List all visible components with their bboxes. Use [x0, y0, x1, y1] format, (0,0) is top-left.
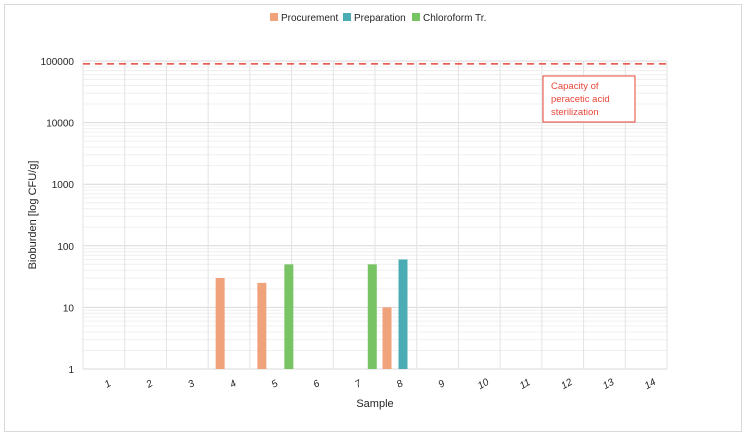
x-tick-label: 11 — [518, 377, 532, 392]
legend-swatch — [412, 13, 420, 21]
capacity-annotation: Capacity of peracetic acid sterilization — [542, 75, 636, 123]
annotation-box — [542, 75, 636, 123]
bar — [284, 264, 294, 369]
bars — [215, 259, 408, 369]
bar — [367, 264, 377, 369]
x-tick-label: 6 — [312, 378, 323, 391]
y-tick-label: 100 — [57, 242, 74, 253]
legend-swatch — [270, 13, 278, 21]
legend-label: Procurement — [281, 13, 338, 24]
x-tick-label: 9 — [437, 378, 448, 391]
bar — [215, 278, 225, 369]
x-tick-label: 2 — [144, 378, 156, 391]
x-tick-label: 7 — [353, 378, 364, 391]
y-tick-label: 100000 — [41, 57, 75, 68]
y-tick-label: 10 — [63, 303, 75, 314]
x-axis-label: Sample — [356, 398, 393, 410]
y-axis-label: Bioburden [log CFU/g] — [27, 161, 39, 270]
x-tick-label: 8 — [395, 378, 406, 391]
x-tick-label: 4 — [228, 378, 239, 391]
x-tick-label: 14 — [643, 377, 659, 392]
annotation-text-line: peracetic acid — [551, 94, 610, 105]
x-tick-label: 12 — [559, 377, 575, 392]
bar — [398, 259, 408, 369]
y-tick-label: 1000 — [52, 180, 75, 191]
y-tick-labels: 1 10 100 1000 10000 100000 — [41, 57, 75, 376]
x-tick-label: 13 — [601, 377, 617, 392]
x-tick-label: 10 — [476, 377, 492, 392]
bar — [257, 282, 267, 369]
x-tick-label: 5 — [270, 378, 281, 391]
legend-label: Chloroform Tr. — [423, 13, 486, 24]
legend-swatch — [343, 13, 351, 21]
annotation-text-line: Capacity of — [551, 81, 599, 92]
x-tick-label: 1 — [103, 378, 113, 390]
y-tick-label: 1 — [68, 365, 74, 376]
annotation-text-line: sterilization — [551, 107, 599, 118]
x-tick-label: 3 — [186, 378, 197, 391]
bar — [382, 307, 392, 369]
y-tick-label: 10000 — [46, 119, 74, 130]
legend-label: Preparation — [354, 13, 406, 24]
legend: Procurement Preparation Chloroform Tr. — [270, 13, 486, 24]
x-tick-labels: 1 2 3 4 5 6 7 8 9 10 11 12 13 14 — [103, 377, 658, 392]
